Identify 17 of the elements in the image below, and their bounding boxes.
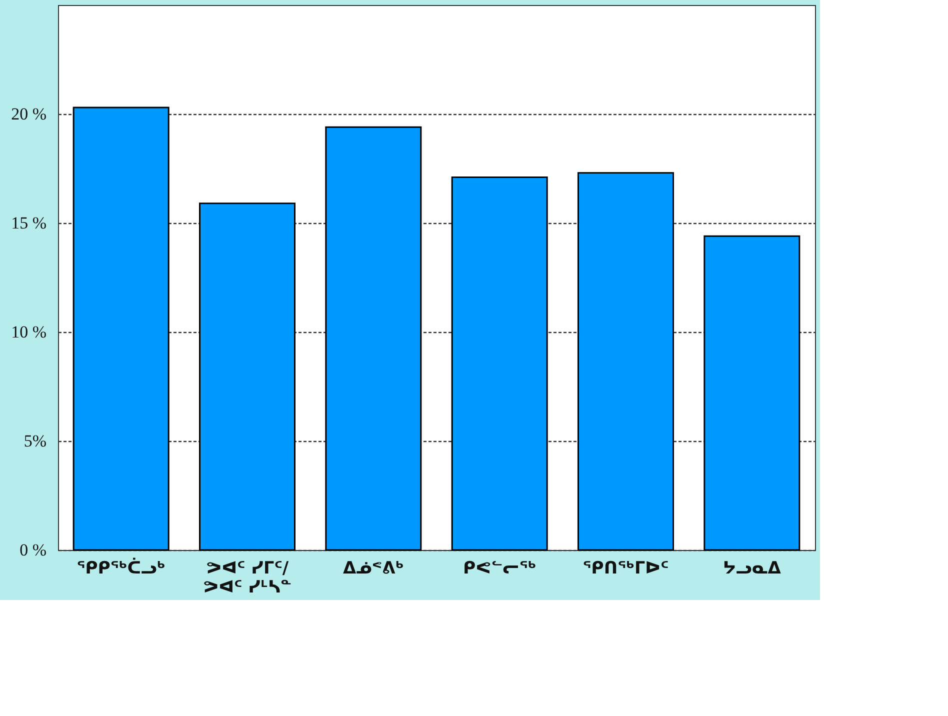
x-tick-label: ᕿᑭᖅᑖᓗᒃ <box>76 558 166 578</box>
bar <box>451 176 548 551</box>
bar <box>578 172 674 551</box>
y-tick-label: 5% <box>24 432 46 450</box>
bar <box>325 126 422 551</box>
bar <box>199 202 296 551</box>
y-tick-label: 20 % <box>11 104 46 124</box>
x-tick-label: ᕗᐊᑦ ᓯᒥᑦ/ ᕗᐊᑦ ᓯᒻᓴᓐ <box>202 558 292 598</box>
y-tick-label: 0 % <box>20 540 46 560</box>
bar <box>72 106 170 551</box>
y-tick-label: 10 % <box>11 322 46 342</box>
x-tick-label: ᕿᑎᖅᒥᐅᑦ <box>582 558 669 578</box>
x-tick-label: ᑭᕙᓪᓕᖅ <box>462 558 536 578</box>
bar <box>704 235 800 551</box>
x-tick-label: ᔭᓗᓇᐃ <box>722 558 782 578</box>
x-tick-label: ᐃᓅᕝᕕᒃ <box>342 558 404 578</box>
y-tick-label: 15 % <box>11 214 46 232</box>
